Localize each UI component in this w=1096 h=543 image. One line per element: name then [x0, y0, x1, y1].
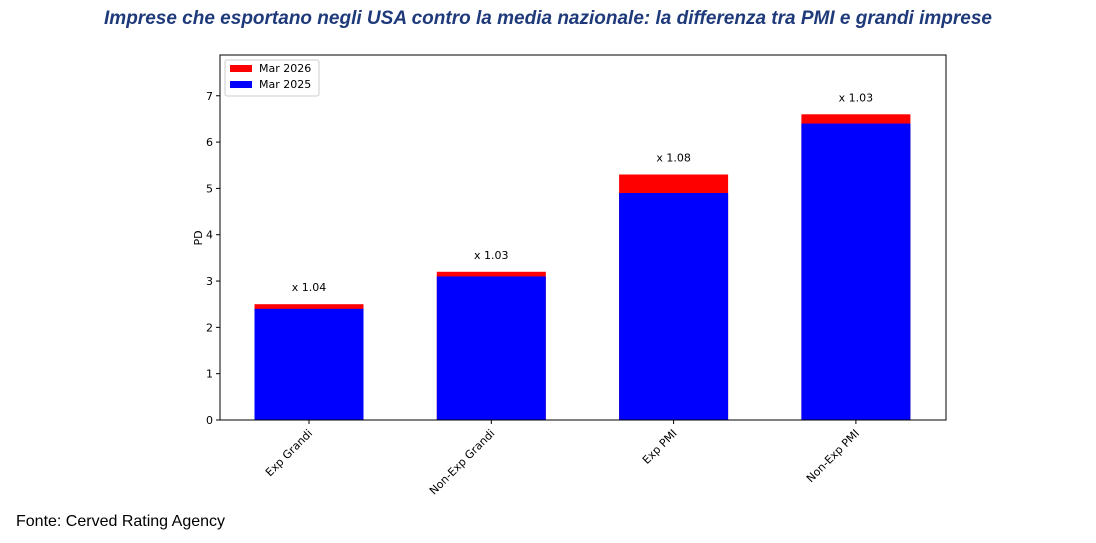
y-tick-label: 1: [206, 368, 213, 381]
legend-swatch: [230, 65, 252, 72]
bar: [436, 276, 546, 420]
chart-title: Imprese che esportano negli USA contro l…: [104, 8, 992, 29]
legend-swatch: [230, 81, 252, 88]
annotation: x 1.03: [839, 91, 874, 104]
y-tick-label: 6: [206, 136, 213, 149]
source-note: Fonte: Cerved Rating Agency: [16, 513, 225, 530]
annotation: x 1.03: [474, 249, 509, 262]
y-tick-label: 0: [206, 414, 213, 427]
x-tick-label: Exp Grandi: [263, 427, 315, 479]
y-tick-label: 3: [206, 275, 213, 288]
y-tick-label: 7: [206, 90, 213, 103]
y-tick-label: 5: [206, 182, 213, 195]
y-tick-label: 2: [206, 321, 213, 334]
bar: [619, 193, 729, 420]
y-tick-label: 4: [206, 229, 213, 242]
x-tick-label: Exp PMI: [640, 427, 680, 467]
annotation: x 1.04: [292, 281, 327, 294]
bar: [254, 308, 364, 420]
x-tick-label: Non-Exp PMI: [804, 427, 862, 485]
bar: [801, 123, 911, 421]
annotation: x 1.08: [656, 152, 691, 165]
legend-label: Mar 2025: [259, 78, 311, 91]
plot-frame: [219, 54, 947, 421]
legend-label: Mar 2026: [259, 62, 311, 75]
y-axis-label: PD: [192, 230, 205, 245]
x-tick-label: Non-Exp Grandi: [427, 427, 497, 497]
